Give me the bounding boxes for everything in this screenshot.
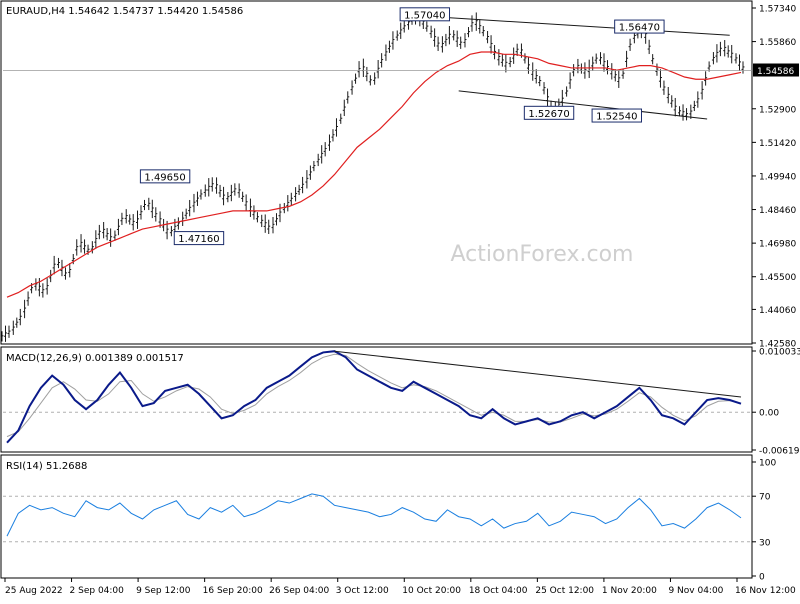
price-y-tick-label: 1.45500 xyxy=(759,273,796,283)
macd-signal-line xyxy=(6,353,742,438)
macd-trend-line xyxy=(334,350,742,398)
axes-layer: 1.57340 1.55860 1.54586 1.52900 1.51420 1.499… xyxy=(4,5,800,596)
macd-line xyxy=(6,350,742,444)
macd-y-tick-label: 0.010033 xyxy=(759,348,800,358)
price-layer: 1.49650 1.47160 1.57040 1.56470 1.52670 1.525… xyxy=(0,7,752,342)
x-tick-label: 2 Sep 04:00 xyxy=(70,586,125,596)
x-tick-label: 25 Aug 2022 xyxy=(5,586,63,596)
price-y-tick-label: 1.57340 xyxy=(759,5,796,15)
trend-channel-line xyxy=(458,90,708,120)
price-annotation-box xyxy=(614,19,665,34)
price-annotation-box xyxy=(139,169,191,184)
current-price-label: 1.54586 xyxy=(757,67,794,77)
price-y-tick-label: 1.44060 xyxy=(759,306,796,316)
price-annotation-box xyxy=(523,105,575,120)
rsi-y-tick-label: 70 xyxy=(759,493,771,503)
rsi-title: RSI(14) 51.2688 xyxy=(6,461,87,472)
rsi-layer xyxy=(3,493,752,543)
price-annotation-box xyxy=(399,7,451,22)
rsi-y-tick-label: 30 xyxy=(759,538,771,548)
price-y-tick-label: 1.42580 xyxy=(759,340,796,350)
x-tick-label: 25 Oct 12:00 xyxy=(535,586,594,596)
rsi-y-tick-label: 0 xyxy=(759,573,765,583)
price-annotation-label: 1.57040 xyxy=(404,10,445,21)
rsi-y-tick-label: 100 xyxy=(759,459,776,469)
trend-channel-line xyxy=(402,14,730,36)
x-tick-label: 16 Nov 12:00 xyxy=(735,586,796,596)
current-price-badge xyxy=(753,63,799,77)
price-y-tick-label: 1.48460 xyxy=(759,206,796,216)
price-title: EURAUD,H4 1.54642 1.54737 1.54420 1.5458… xyxy=(6,6,243,17)
macd-layer xyxy=(3,350,752,444)
macd-title: MACD(12,26,9) 0.001389 0.001517 xyxy=(6,353,184,364)
watermark: ActionForex.com xyxy=(451,242,634,267)
price-y-tick-label: 1.52900 xyxy=(759,105,796,115)
x-tick-label: 10 Oct 20:00 xyxy=(402,586,461,596)
price-y-tick-label: 1.51420 xyxy=(759,139,796,149)
price-y-tick-label: 1.46980 xyxy=(759,240,796,250)
price-annotation-label: 1.56470 xyxy=(619,23,660,34)
x-tick-label: 3 Oct 12:00 xyxy=(336,586,389,596)
rsi-line xyxy=(6,493,742,537)
macd-panel-frame xyxy=(0,346,753,453)
moving-average-line xyxy=(6,51,742,298)
x-tick-label: 9 Nov 04:00 xyxy=(668,586,723,596)
x-tick-label: 26 Sep 04:00 xyxy=(269,586,329,596)
price-annotation-box xyxy=(591,108,642,123)
x-tick-label: 18 Oct 04:00 xyxy=(469,586,528,596)
price-annotation-label: 1.49650 xyxy=(144,172,185,183)
price-annotation-label: 1.52540 xyxy=(596,112,637,123)
x-tick-label: 16 Sep 20:00 xyxy=(203,586,263,596)
macd-y-tick-label: -0.006193 xyxy=(759,447,800,457)
price-y-tick-label: 1.49940 xyxy=(759,172,796,182)
x-tick-label: 1 Nov 20:00 xyxy=(602,586,657,596)
price-panel-frame xyxy=(0,0,753,345)
price-annotation-label: 1.47160 xyxy=(178,234,219,245)
price-annotation-box xyxy=(173,231,225,246)
x-tick-label: 9 Sep 12:00 xyxy=(136,586,191,596)
price-y-tick-label: 1.55860 xyxy=(759,38,796,48)
rsi-panel-frame xyxy=(0,454,753,579)
price-annotation-label: 1.52670 xyxy=(528,109,569,120)
macd-y-tick-label: 0.00 xyxy=(759,409,779,419)
